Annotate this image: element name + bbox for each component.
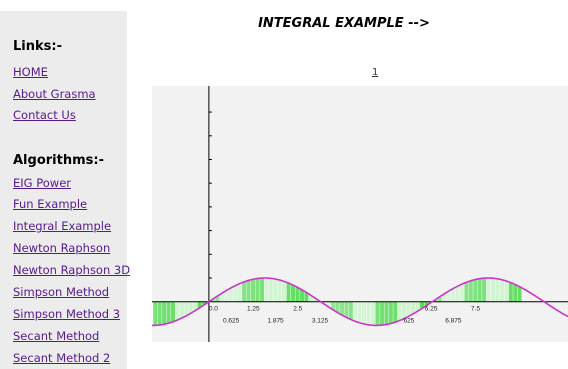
integral-strip: [290, 284, 296, 302]
integral-strip: [361, 301, 367, 325]
links-heading: Links:-: [13, 39, 62, 54]
integral-strip: [512, 284, 518, 302]
integral-strip: [379, 301, 385, 326]
integral-strip: [375, 301, 380, 326]
integral-strip: [166, 301, 172, 324]
nav-link-secant-method[interactable]: Secant Method: [13, 329, 100, 343]
integral-strip: [175, 301, 180, 321]
x-tick-label-top: 6.25: [425, 306, 438, 313]
integral-strip: [281, 281, 287, 302]
integral-strip: [486, 277, 492, 302]
nav-link-integral-example[interactable]: Integral Example: [13, 219, 112, 233]
integral-strip: [517, 286, 522, 302]
integral-strip: [295, 287, 300, 302]
integral-strip: [272, 278, 278, 302]
integral-strip: [228, 287, 234, 302]
integral-strip: [401, 301, 407, 319]
integral-strip: [450, 288, 456, 302]
integral-strip: [366, 301, 372, 326]
integral-strip: [472, 279, 478, 302]
integral-strip: [344, 301, 349, 318]
integral-strip: [495, 278, 500, 302]
integral-strip: [157, 301, 163, 326]
nav-link-eig-power[interactable]: EIG Power: [13, 176, 71, 190]
integral-strip: [152, 301, 158, 326]
integral-strip: [481, 277, 487, 302]
x-tick-label-bottom: 625: [403, 318, 414, 325]
integral-strip: [459, 283, 465, 302]
integral-strip: [384, 301, 389, 325]
integral-strip: [259, 277, 265, 302]
x-tick-label-top: 2.5: [293, 306, 302, 313]
x-tick-label-top: 1.25: [247, 306, 260, 313]
integral-strip: [388, 301, 394, 324]
y-axis-ticks: [208, 111, 212, 279]
page-title: INTEGRAL EXAMPLE -->: [258, 16, 430, 31]
integral-strip: [455, 286, 460, 302]
x-tick-label-bottom: 6.875: [445, 318, 462, 325]
integral-strip: [161, 301, 167, 325]
integral-strip: [264, 277, 269, 302]
integral-strip: [255, 278, 260, 302]
nav-link-about-grasma[interactable]: About Grasma: [13, 87, 96, 101]
x-tick-label-top: 7.5: [471, 306, 480, 313]
integral-strip: [504, 280, 509, 302]
integral-strip: [464, 282, 469, 302]
integral-strip: [508, 282, 514, 302]
integral-strip: [406, 301, 412, 317]
sine-curve: [152, 277, 568, 327]
integral-strip: [277, 279, 283, 302]
integral-strip: [352, 301, 358, 322]
nav-link-simpson-method-3[interactable]: Simpson Method 3: [13, 307, 121, 321]
integral-strip: [170, 301, 176, 322]
x-tick-label-top: 0.0: [209, 306, 218, 313]
nav-link-simpson-method[interactable]: Simpson Method: [13, 285, 110, 299]
integral-strip: [237, 283, 243, 302]
nav-link-newton-raphson[interactable]: Newton Raphson: [13, 241, 111, 255]
integral-strip: [499, 279, 505, 302]
nav-link-home[interactable]: HOME: [13, 65, 48, 79]
sidebar: Links:- HOME About Grasma Contact Us Alg…: [0, 11, 131, 369]
integral-strip: [477, 278, 483, 302]
integral-strip: [348, 301, 354, 320]
x-tick-labels: 0.0 1.25 2.5 6.25 7.5 0.625 1.875 3.125 625 6.875: [209, 306, 481, 325]
integral-strip: [268, 278, 274, 302]
pager-link[interactable]: 1: [372, 67, 379, 78]
nav-link-newton-raphson-3d[interactable]: Newton Raphson 3D: [13, 263, 131, 277]
x-tick-label-bottom: 0.625: [223, 318, 240, 325]
nav-link-contact-us[interactable]: Contact Us: [13, 108, 76, 122]
integral-strip: [397, 301, 403, 321]
integral-strip: [241, 281, 247, 302]
integral-strip: [246, 280, 252, 302]
integral-strip: [232, 285, 238, 302]
integral-strip: [370, 301, 376, 326]
integral-strip: [392, 301, 398, 323]
integral-strip: [339, 301, 345, 316]
integral-strip: [250, 279, 256, 302]
integral-strip: [179, 301, 185, 319]
x-tick-label-bottom: 1.875: [267, 318, 284, 325]
integral-strip: [357, 301, 363, 324]
integral-strip: [468, 280, 474, 302]
integral-strip: [490, 278, 496, 302]
x-tick-label-bottom: 3.125: [312, 318, 329, 325]
nav-link-fun-example[interactable]: Fun Example: [13, 197, 88, 211]
integral-strip: [286, 282, 292, 302]
nav-link-secant-method-2[interactable]: Secant Method 2: [13, 351, 111, 365]
integral-chart: 0.0 1.25 2.5 6.25 7.5 0.625 1.875 3.125 625 6.875: [152, 86, 568, 342]
integral-strip: [184, 301, 189, 316]
algorithms-heading: Algorithms:-: [13, 153, 104, 168]
